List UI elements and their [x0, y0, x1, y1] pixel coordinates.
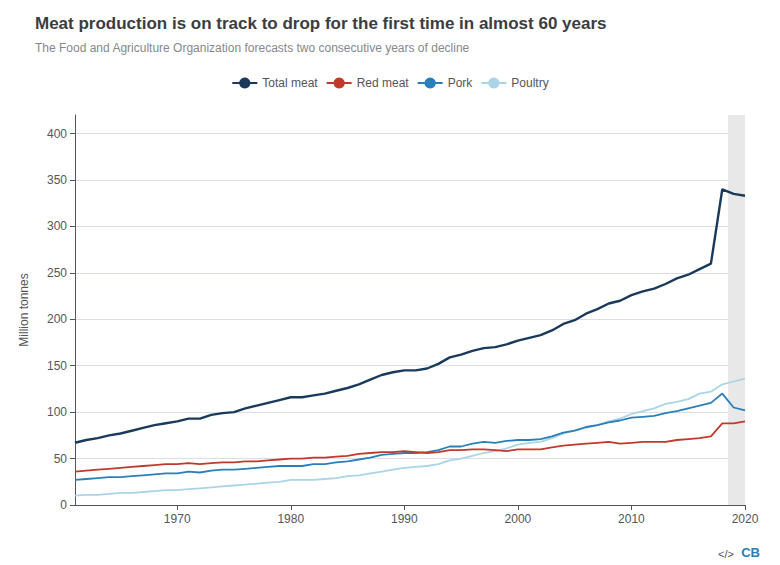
svg-text:CB: CB [741, 545, 760, 560]
svg-text:Million tonnes: Million tonnes [17, 273, 31, 346]
svg-text:</>: </> [718, 548, 734, 560]
svg-text:Red meat: Red meat [357, 76, 410, 90]
svg-text:Total meat: Total meat [262, 76, 318, 90]
svg-text:2000: 2000 [505, 512, 532, 526]
svg-text:400: 400 [47, 127, 67, 141]
svg-text:Meat production is on track to: Meat production is on track to drop for … [35, 14, 607, 33]
svg-text:350: 350 [47, 173, 67, 187]
svg-text:250: 250 [47, 266, 67, 280]
svg-text:100: 100 [47, 405, 67, 419]
svg-text:150: 150 [47, 359, 67, 373]
svg-text:1980: 1980 [277, 512, 304, 526]
svg-text:The Food and Agriculture Organ: The Food and Agriculture Organization fo… [35, 41, 470, 55]
svg-text:Poultry: Poultry [511, 76, 548, 90]
svg-text:1970: 1970 [164, 512, 191, 526]
svg-text:200: 200 [47, 312, 67, 326]
svg-text:1990: 1990 [391, 512, 418, 526]
svg-text:Pork: Pork [448, 76, 474, 90]
svg-text:300: 300 [47, 219, 67, 233]
svg-text:0: 0 [60, 498, 67, 512]
svg-text:50: 50 [54, 452, 68, 466]
svg-text:2020: 2020 [732, 512, 759, 526]
svg-text:2010: 2010 [618, 512, 645, 526]
